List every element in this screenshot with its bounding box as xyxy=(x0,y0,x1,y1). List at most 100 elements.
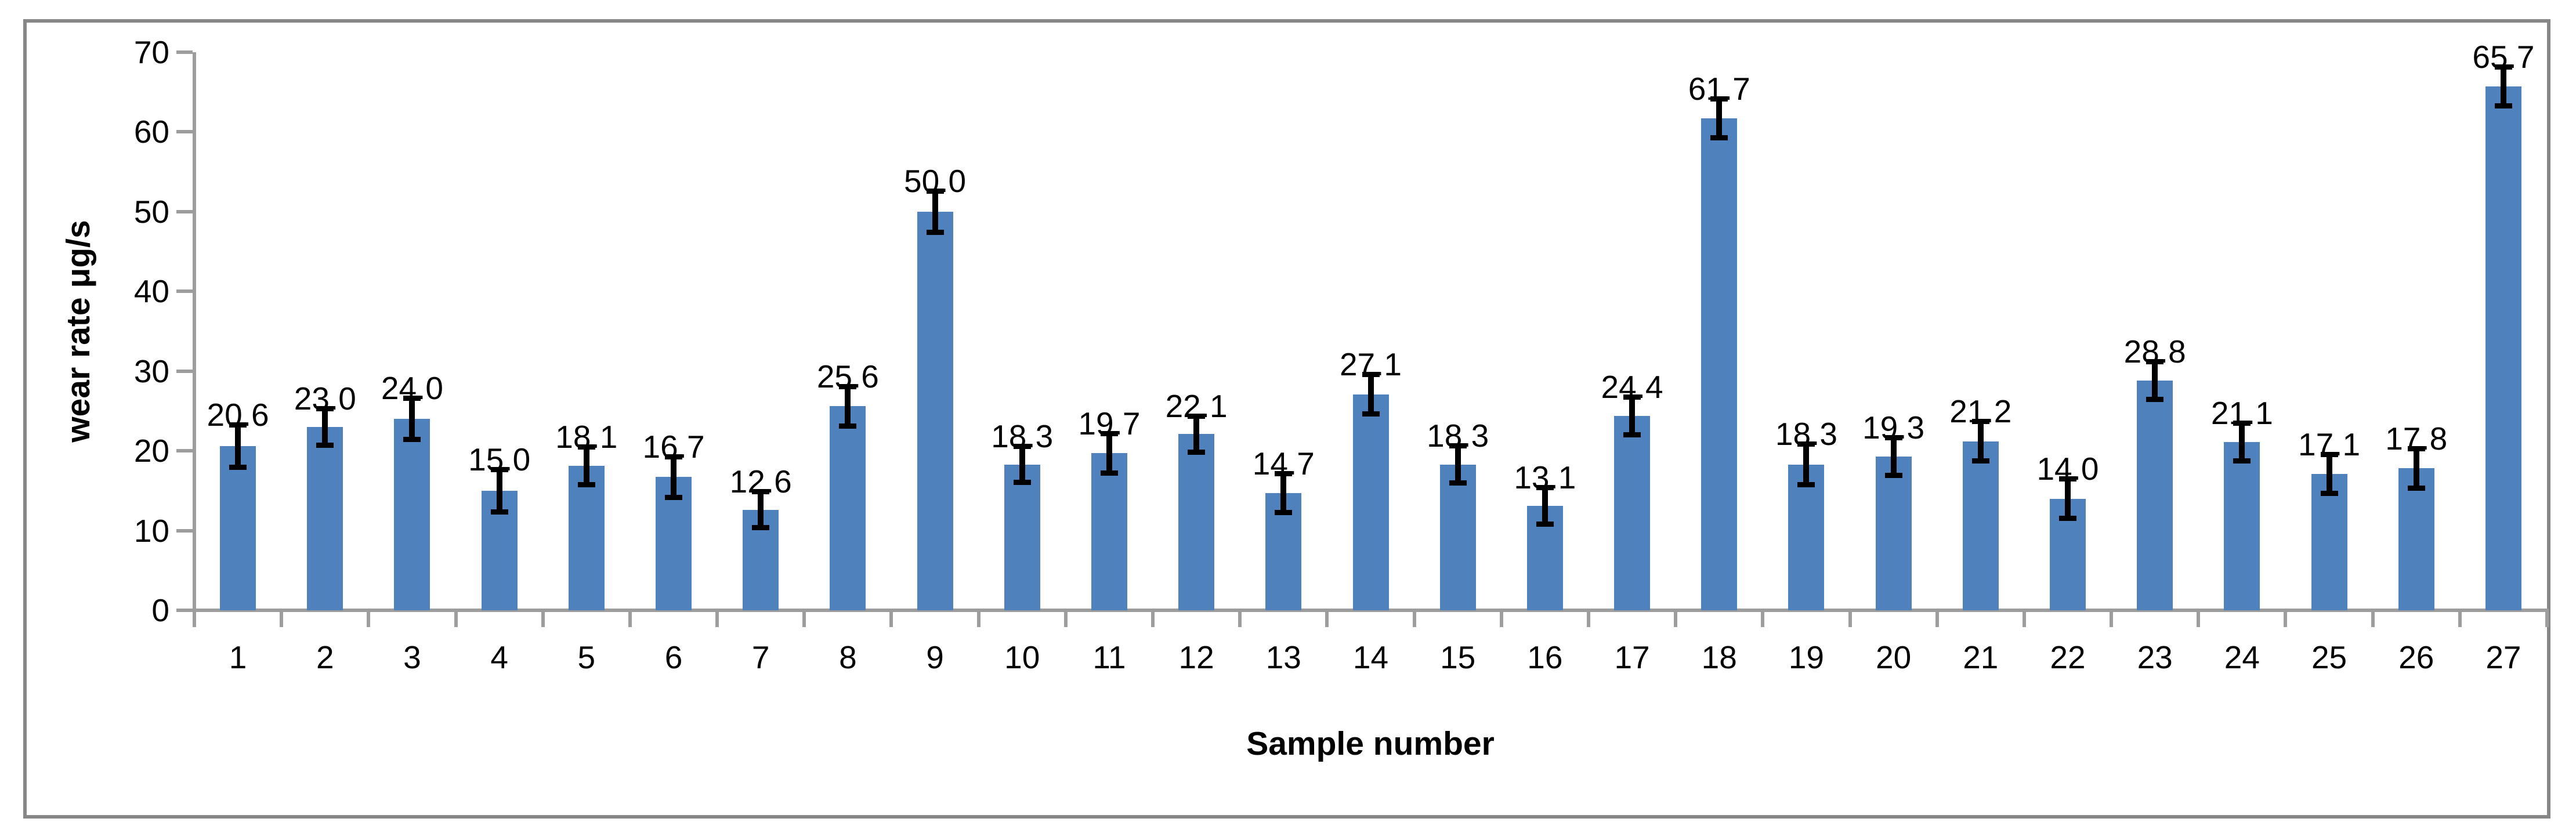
error-bar-line xyxy=(2326,454,2332,494)
x-axis-tick-label: 14 xyxy=(1352,639,1389,675)
x-axis-tick xyxy=(541,612,545,627)
error-bar-line xyxy=(1455,445,1461,484)
error-bar-cap-top xyxy=(1013,443,1031,449)
error-bar-cap-top xyxy=(1884,435,1902,440)
bar xyxy=(1439,464,1476,610)
data-label: 27.1 xyxy=(1339,346,1402,383)
error-bar-cap-bottom xyxy=(2058,515,2076,521)
error-bar-cap-bottom xyxy=(577,482,595,488)
x-axis-tick xyxy=(1151,612,1155,627)
x-axis-tick-label: 26 xyxy=(2398,639,2434,675)
bar xyxy=(1614,415,1651,610)
error-bar-cap-top xyxy=(839,383,857,389)
error-bar-cap-top xyxy=(2233,421,2251,426)
x-axis-tick xyxy=(1063,612,1068,627)
x-axis-title: Sample number xyxy=(1246,725,1495,762)
error-bar-line xyxy=(2413,448,2419,488)
data-label: 17.1 xyxy=(2298,426,2361,462)
bar xyxy=(830,406,866,610)
error-bar-line xyxy=(496,469,502,512)
bar xyxy=(220,446,256,610)
error-bar-line xyxy=(1629,396,1636,435)
x-axis-tick-label: 27 xyxy=(2485,639,2521,675)
y-axis-tick xyxy=(176,609,193,612)
x-axis-tick-label: 8 xyxy=(839,639,857,675)
x-axis-tick-label: 9 xyxy=(926,639,944,675)
error-bar-line xyxy=(583,447,589,486)
error-bar-line xyxy=(2064,479,2071,519)
error-bar-cap-top xyxy=(490,466,508,472)
x-axis-tick xyxy=(1761,612,1765,627)
data-label: 21.2 xyxy=(1949,393,2012,430)
error-bar-cap-top xyxy=(2146,359,2164,365)
error-bar-cap-bottom xyxy=(2407,485,2425,491)
y-axis-tick xyxy=(176,369,193,373)
y-axis-tick-label: 50 xyxy=(133,193,169,230)
y-axis-tick-label: 60 xyxy=(133,114,169,150)
x-axis-tick-label: 25 xyxy=(2311,639,2347,675)
bar xyxy=(307,426,343,610)
data-label: 61.7 xyxy=(1688,70,1750,107)
error-bar-cap-bottom xyxy=(752,525,770,531)
x-axis-tick xyxy=(280,612,284,627)
error-bar-cap-top xyxy=(1188,413,1206,419)
error-bar-cap-bottom xyxy=(665,495,683,501)
bar xyxy=(2137,381,2173,610)
x-axis-tick-label: 15 xyxy=(1440,639,1476,675)
error-bar-cap-top xyxy=(2320,451,2338,457)
data-label: 19.3 xyxy=(1862,409,1925,446)
x-axis-tick-label: 23 xyxy=(2137,639,2173,675)
bar xyxy=(2224,442,2260,610)
error-bar-line xyxy=(2152,361,2158,400)
error-bar-cap-bottom xyxy=(2320,491,2338,497)
error-bar-line xyxy=(1542,487,1548,524)
error-bar-cap-top xyxy=(2058,476,2076,482)
x-axis-tick xyxy=(2022,612,2026,627)
data-label: 15.0 xyxy=(468,441,531,477)
y-axis-tick xyxy=(176,130,193,134)
error-bar-cap-bottom xyxy=(1971,458,1989,464)
x-axis-tick xyxy=(454,612,458,627)
x-axis-tick-label: 1 xyxy=(229,639,247,675)
error-bar-line xyxy=(758,491,764,528)
data-label: 65.7 xyxy=(2472,38,2535,75)
x-axis-tick-label: 20 xyxy=(1876,639,1912,675)
data-label: 23.0 xyxy=(294,381,356,417)
y-axis-tick xyxy=(176,209,193,213)
data-label: 20.6 xyxy=(207,396,269,433)
bar xyxy=(1875,456,1912,610)
x-axis-tick xyxy=(802,612,806,627)
error-bar-cap-top xyxy=(1362,372,1380,378)
x-axis-tick-label: 11 xyxy=(1092,639,1126,675)
bar xyxy=(1788,464,1825,610)
error-bar-cap-bottom xyxy=(1188,449,1206,455)
bar xyxy=(1701,118,1738,610)
data-label: 18.3 xyxy=(1775,415,1837,452)
error-bar-line xyxy=(1803,443,1810,486)
error-bar-line xyxy=(1367,374,1374,414)
error-bar-cap-top xyxy=(926,189,944,194)
error-bar-line xyxy=(671,456,677,498)
x-axis-tick xyxy=(889,612,893,627)
x-axis-tick xyxy=(193,612,196,627)
error-bar-cap-top xyxy=(1710,96,1728,102)
bar xyxy=(2398,468,2434,610)
error-bar-cap-top xyxy=(1971,419,1989,425)
x-axis-tick-label: 19 xyxy=(1788,639,1825,675)
error-bar-cap-top xyxy=(229,422,247,428)
error-bar-cap-bottom xyxy=(2233,458,2251,464)
bar xyxy=(917,211,953,610)
error-bar-line xyxy=(845,386,851,426)
x-axis-tick-label: 24 xyxy=(2224,639,2260,675)
x-axis-tick-label: 4 xyxy=(490,639,508,675)
error-bar-cap-top xyxy=(1100,430,1118,436)
y-axis-tick xyxy=(176,449,193,453)
error-bar-cap-bottom xyxy=(316,442,334,448)
error-bar-cap-bottom xyxy=(1623,432,1641,437)
data-label: 18.1 xyxy=(555,419,618,455)
data-label: 12.6 xyxy=(729,464,792,500)
bar xyxy=(1962,441,1999,610)
x-axis-tick xyxy=(1674,612,1678,627)
data-label: 17.8 xyxy=(2385,421,2448,457)
